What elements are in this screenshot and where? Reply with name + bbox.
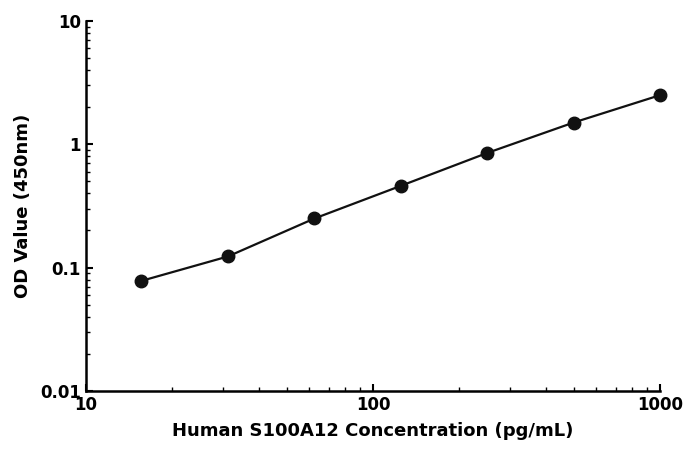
Point bbox=[568, 119, 579, 126]
Point bbox=[309, 215, 320, 222]
Point bbox=[136, 277, 147, 285]
Point bbox=[482, 149, 493, 157]
Y-axis label: OD Value (450nm): OD Value (450nm) bbox=[14, 114, 32, 298]
Point bbox=[222, 253, 233, 260]
Point bbox=[654, 92, 666, 99]
Point bbox=[395, 182, 406, 189]
X-axis label: Human S100A12 Concentration (pg/mL): Human S100A12 Concentration (pg/mL) bbox=[172, 422, 574, 440]
